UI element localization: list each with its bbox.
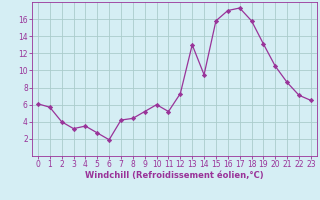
X-axis label: Windchill (Refroidissement éolien,°C): Windchill (Refroidissement éolien,°C) <box>85 171 264 180</box>
